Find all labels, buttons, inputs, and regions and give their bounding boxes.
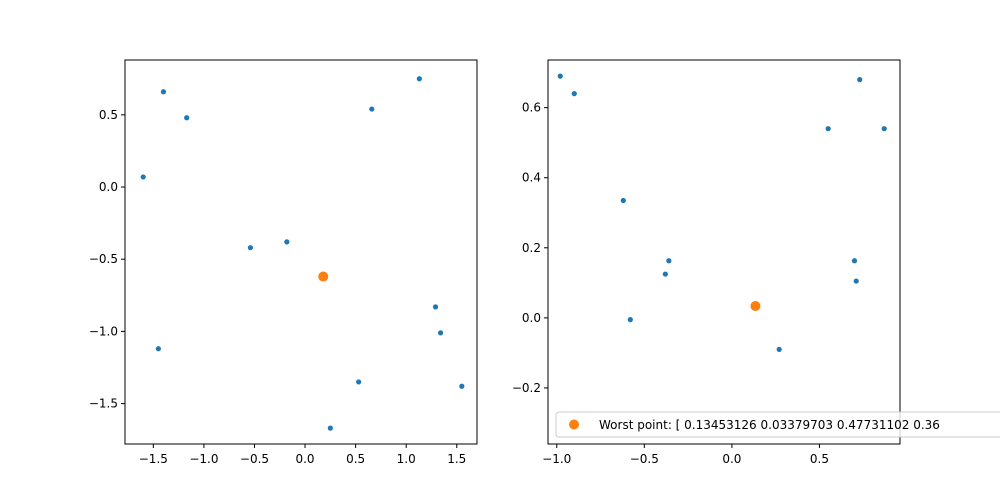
left-data-point — [155, 346, 161, 352]
left-data-point — [459, 383, 465, 389]
left-data-point — [356, 379, 362, 385]
left-data-point — [327, 425, 333, 431]
left-data-point — [284, 239, 290, 245]
legend-label-worst-point: Worst point: [ 0.13453126 0.03379703 0.4… — [599, 418, 940, 432]
left-data-point — [432, 304, 439, 310]
left-y-axis-ticks: −1.5 −1.0 −0.5 0.0 0.5 — [89, 108, 125, 411]
left-data-points — [140, 76, 465, 431]
right-y-tick-label: 0.0 — [522, 311, 541, 325]
left-data-point — [247, 245, 254, 251]
left-x-tick-label: 0.5 — [346, 452, 365, 466]
left-data-point — [437, 330, 444, 336]
left-x-axis-ticks: −1.5 −1.0 −0.5 0.0 0.5 1.0 1.5 — [139, 444, 466, 466]
left-data-point — [160, 89, 167, 95]
right-data-point — [571, 91, 577, 97]
right-data-point — [825, 126, 831, 132]
right-data-point — [776, 346, 782, 353]
left-data-point — [184, 115, 190, 121]
legend-box — [555, 411, 1000, 438]
right-y-axis-ticks: −0.2 0.0 0.2 0.4 0.6 — [512, 101, 548, 395]
right-y-tick-label: 0.6 — [522, 101, 541, 115]
right-x-tick-label: −1.0 — [542, 452, 571, 466]
right-worst-point — [750, 301, 761, 312]
right-data-point — [627, 317, 633, 323]
right-data-point — [853, 278, 859, 284]
left-data-point — [140, 174, 146, 180]
right-y-tick-label: −0.2 — [512, 381, 541, 395]
right-x-tick-label: 0.5 — [810, 452, 829, 466]
left-y-tick-label: 0.5 — [99, 108, 118, 122]
right-data-point — [857, 77, 863, 83]
right-data-point — [557, 73, 563, 79]
right-data-points — [557, 73, 887, 353]
right-data-point — [881, 126, 887, 132]
left-plot-frame — [124, 59, 478, 445]
right-y-tick-label: 0.2 — [522, 241, 541, 255]
left-x-tick-label: 0.0 — [295, 452, 314, 466]
right-plot-frame — [547, 59, 901, 445]
left-data-point — [369, 106, 375, 112]
left-y-tick-label: −1.5 — [89, 397, 118, 411]
left-x-tick-label: −1.0 — [189, 452, 218, 466]
left-data-point — [416, 76, 422, 82]
right-x-tick-label: −0.5 — [630, 452, 659, 466]
right-x-axis-ticks: −1.0 −0.5 0.0 0.5 — [542, 444, 829, 466]
left-x-tick-label: −1.5 — [139, 452, 168, 466]
legend: Worst point: [ 0.13453126 0.03379703 0.4… — [555, 411, 1000, 438]
left-worst-point — [318, 271, 329, 282]
right-data-point — [666, 258, 672, 264]
right-data-point — [851, 258, 858, 264]
left-subplot: −1.5 −1.0 −0.5 0.0 0.5 1.0 1.5 −1.5 −1.0 −0.5 0.0… — [89, 59, 478, 466]
right-y-tick-label: 0.4 — [522, 171, 541, 185]
right-x-tick-label: 0.0 — [722, 452, 741, 466]
legend-marker-worst-point — [569, 419, 579, 430]
left-x-tick-label: 1.5 — [447, 452, 466, 466]
left-x-tick-label: −0.5 — [240, 452, 269, 466]
right-subplot: −1.0 −0.5 0.0 0.5 −0.2 0.0 0.2 0.4 0.6 — [512, 59, 901, 466]
right-data-point — [662, 271, 668, 277]
left-y-tick-label: −1.0 — [89, 324, 118, 338]
left-x-tick-label: 1.0 — [397, 452, 416, 466]
left-y-tick-label: 0.0 — [99, 180, 118, 194]
right-data-point — [620, 197, 626, 204]
left-y-tick-label: −0.5 — [89, 252, 118, 266]
